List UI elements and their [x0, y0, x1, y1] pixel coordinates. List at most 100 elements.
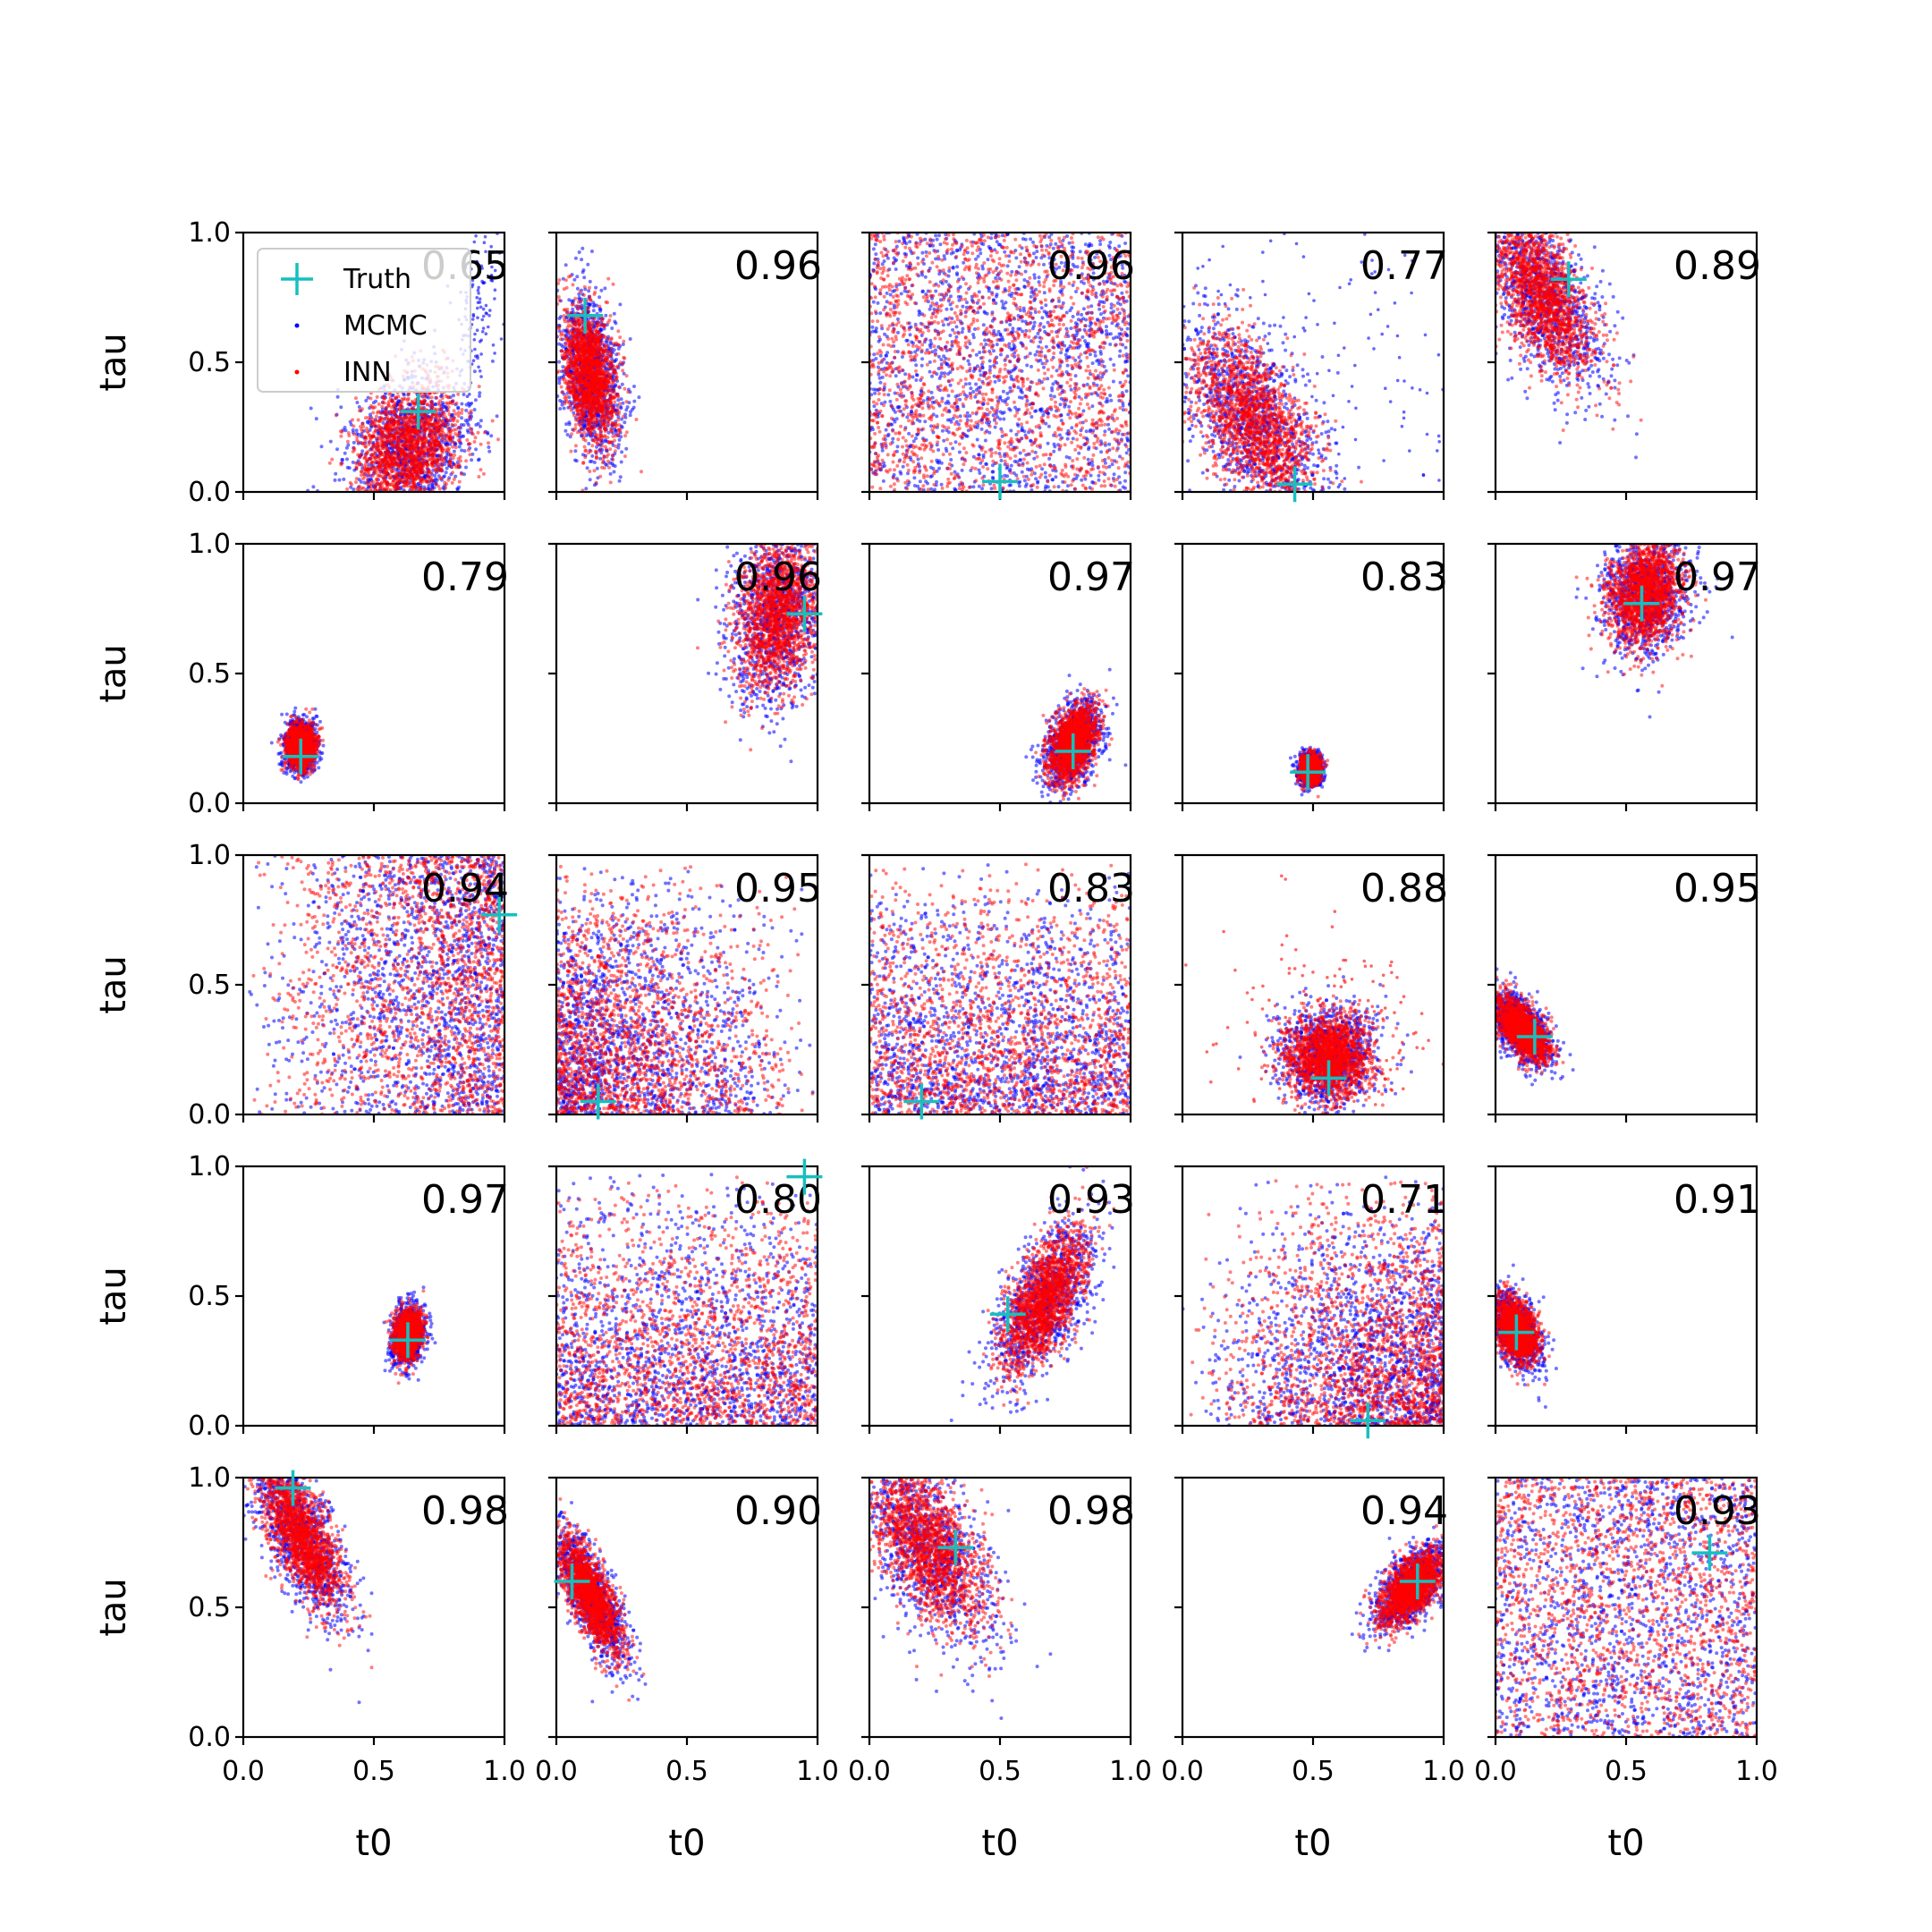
- scatter-point: [355, 401, 359, 404]
- scatter-point: [352, 448, 356, 452]
- scatter-point: [441, 449, 445, 453]
- scatter-point: [334, 479, 337, 482]
- scatter-point: [393, 444, 396, 447]
- scatter-point: [602, 454, 606, 458]
- scatter-point: [352, 428, 355, 432]
- scatter-point: [447, 431, 451, 435]
- scatter-point: [481, 330, 485, 334]
- scatter-point: [459, 459, 462, 462]
- scatter-point: [399, 435, 402, 438]
- scatter-point: [575, 275, 579, 278]
- scatter-point: [610, 326, 614, 330]
- scatter-point: [587, 306, 590, 309]
- scatter-point: [385, 410, 388, 413]
- scatter-point: [474, 398, 478, 402]
- scatter-point: [424, 446, 428, 450]
- scatter-point: [393, 451, 396, 454]
- scatter-point: [365, 451, 369, 454]
- scatter-point: [482, 315, 486, 318]
- scatter-point: [606, 277, 610, 281]
- scatter-point: [335, 413, 338, 417]
- scatter-point: [409, 446, 412, 450]
- scatter-point: [366, 470, 369, 474]
- scatter-point: [477, 431, 480, 435]
- scatter-point: [560, 349, 564, 352]
- scatter-point: [569, 450, 572, 453]
- scatter-point: [476, 328, 479, 332]
- scatter-point: [419, 456, 422, 460]
- scatter-point: [434, 470, 437, 473]
- scatter-point: [340, 458, 343, 462]
- scatter-point: [590, 250, 594, 253]
- scatter-point: [403, 450, 407, 453]
- scatter-point: [617, 423, 621, 427]
- scatter-point: [411, 487, 415, 490]
- scatter-point: [445, 435, 449, 438]
- scatter-point: [485, 332, 488, 335]
- scatter-point: [465, 438, 469, 442]
- scatter-point: [436, 430, 439, 434]
- scatter-point: [386, 420, 390, 424]
- scatter-point: [397, 407, 401, 411]
- scatter-point: [363, 467, 367, 470]
- scatter-point: [339, 405, 343, 409]
- scatter-point: [605, 343, 608, 347]
- scatter-point: [406, 428, 410, 431]
- scatter-point: [373, 484, 377, 487]
- scatter-point: [345, 457, 349, 461]
- scatter-point: [462, 393, 466, 396]
- scatter-point: [619, 405, 623, 409]
- scatter-point: [566, 349, 570, 352]
- scatter-point: [386, 461, 389, 464]
- scatter-point: [601, 341, 605, 344]
- scatter-point: [472, 315, 476, 318]
- scatter-point: [572, 320, 576, 324]
- scatter-point: [366, 459, 369, 462]
- scatter-point: [470, 410, 473, 413]
- scatter-point: [419, 469, 423, 472]
- scatter-point: [432, 428, 436, 432]
- scatter-point: [352, 487, 355, 491]
- scatter-point: [581, 436, 585, 439]
- scatter-point: [373, 467, 377, 470]
- scatter-point: [352, 441, 356, 445]
- scatter-point: [382, 435, 386, 438]
- scatter-point: [343, 452, 347, 455]
- scatter-point: [407, 435, 411, 438]
- scatter-point: [346, 440, 350, 444]
- scatter-point: [492, 343, 496, 347]
- scatter-point: [392, 434, 395, 437]
- scatter-point: [626, 405, 630, 409]
- scatter-point: [350, 483, 353, 487]
- scatter-point: [371, 474, 375, 478]
- scatter-point: [410, 473, 413, 477]
- scatter-point: [431, 479, 435, 482]
- scatter-point: [335, 447, 339, 451]
- scatter-point: [345, 446, 349, 450]
- scatter-point: [309, 407, 313, 411]
- scatter-point: [469, 427, 472, 430]
- scatter-point: [397, 415, 401, 419]
- scatter-point: [616, 352, 620, 356]
- scatter-point: [401, 405, 404, 409]
- scatter-point: [597, 295, 601, 299]
- scatter-point: [445, 482, 448, 486]
- scatter-point: [414, 463, 418, 467]
- scatter-point: [583, 445, 587, 449]
- scatter-point: [355, 428, 359, 432]
- scatter-point: [423, 474, 427, 478]
- scatter-point: [612, 463, 615, 467]
- scatter-point: [376, 395, 379, 399]
- scatter-point: [354, 396, 358, 400]
- scatter-point: [608, 447, 612, 451]
- scatter-point: [429, 407, 433, 411]
- scatter-point: [376, 437, 379, 441]
- scatter-point: [315, 417, 318, 420]
- scatter-point: [366, 420, 369, 424]
- scatter-point: [576, 287, 580, 291]
- scatter-point: [479, 375, 483, 378]
- scatter-point: [352, 433, 356, 436]
- scatter-point: [485, 304, 488, 308]
- scatter-point: [411, 479, 415, 482]
- scatter-point: [361, 477, 365, 480]
